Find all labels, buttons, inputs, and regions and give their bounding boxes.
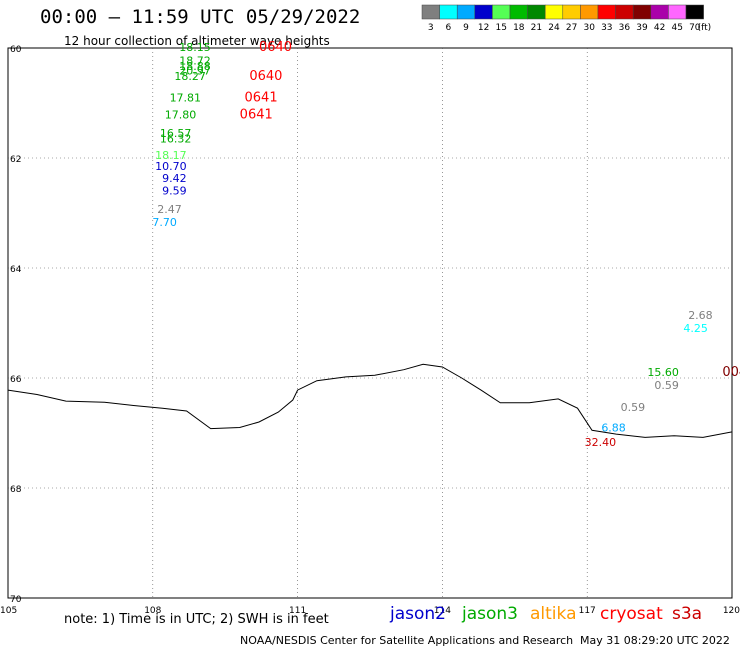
credit-text: NOAA/NESDIS Center for Satellite Applica… [240, 634, 574, 647]
wave-height-label: 16.57 [160, 127, 192, 140]
latitude-tick-label: 68 [10, 485, 22, 495]
pass-time-label: 0640 [249, 69, 282, 84]
map-frame [7, 47, 733, 599]
legend-swatch [615, 4, 634, 20]
mission-s3a: s3a [672, 604, 703, 624]
wave-height-label: 17.80 [165, 108, 197, 121]
mission-jason3: jason3 [462, 604, 518, 624]
longitude-tick-label: 120 [723, 606, 740, 616]
wave-height-label: 2.47 [157, 203, 182, 216]
legend-tick-label: 70 [689, 23, 701, 33]
wave-height-label: 18.17 [155, 149, 187, 162]
wave-height-label: 18.88 [179, 60, 211, 73]
wave-height-label: 10.70 [155, 160, 187, 173]
coastline [7, 363, 733, 438]
legend-tick-label: 21 [531, 23, 542, 33]
longitude-tick-label: 114 [434, 606, 451, 616]
legend-swatch [439, 4, 458, 20]
legend-tick-label: 3 [428, 23, 434, 33]
generated-timestamp: May 31 08:29:20 UTC 2022 [580, 634, 730, 647]
legend-swatch [632, 4, 652, 20]
legend-tick-label: 18 [513, 23, 525, 33]
wave-height-label: 9.59 [162, 184, 187, 197]
legend-swatch [685, 4, 704, 20]
wave-height-label: 18.27 [174, 70, 206, 83]
legend-swatch [580, 4, 599, 20]
wave-height-label: 32.40 [585, 436, 617, 449]
legend-swatch [562, 4, 581, 20]
legend-swatch [527, 4, 546, 20]
wave-height-label: 17.81 [170, 91, 202, 104]
mission-jason2: jason2 [390, 604, 446, 624]
legend-swatch [421, 4, 440, 20]
footer-note: note: 1) Time is in UTC; 2) SWH is in fe… [64, 612, 329, 627]
legend-swatch [474, 4, 493, 20]
wave-height-label: 7.70 [152, 216, 177, 229]
wave-height-label: 15.60 [647, 366, 679, 379]
pass-time-label: 0640 [259, 40, 292, 55]
legend-tick-label: 45 [671, 23, 682, 33]
wave-height-label: 18.15 [179, 41, 211, 54]
latitude-tick-label: 62 [10, 155, 21, 165]
legend-tick-label: 33 [601, 23, 612, 33]
page-subtitle: 12 hour collection of altimeter wave hei… [64, 34, 330, 48]
latitude-tick-label: 64 [10, 265, 22, 275]
legend-swatch [650, 4, 669, 20]
wave-height-label: 0.59 [621, 401, 646, 414]
legend-tick-label: 42 [654, 23, 665, 33]
wave-height-label: 0.59 [654, 379, 679, 392]
legend-tick-label: 24 [548, 23, 560, 33]
longitude-tick-label: 111 [289, 606, 306, 616]
legend-tick-label: 15 [495, 23, 506, 33]
legend-tick-label: 6 [446, 23, 452, 33]
legend-tick-label: 12 [478, 23, 489, 33]
legend-swatch [544, 4, 564, 20]
longitude-tick-label: 108 [144, 606, 161, 616]
longitude-tick-label: 105 [0, 606, 17, 616]
wave-height-label: 6.88 [601, 421, 626, 434]
legend-unit: (ft) [698, 23, 712, 33]
legend-tick-label: 9 [463, 23, 469, 33]
page-title: 00:00 – 11:59 UTC 05/29/2022 [40, 6, 361, 28]
legend-tick-label: 27 [566, 23, 577, 33]
pass-time-label: 0641 [240, 107, 273, 122]
legend-swatch [509, 4, 528, 20]
legend-tick-label: 30 [583, 23, 595, 33]
legend-swatch [668, 4, 687, 20]
legend-swatch [597, 4, 616, 20]
wave-height-label: 20.97 [179, 64, 211, 77]
wave-height-label: 18.72 [179, 55, 211, 68]
legend-tick-label: 36 [619, 23, 631, 33]
wave-height-label: 9.42 [162, 172, 187, 185]
latitude-tick-label: 66 [10, 375, 22, 385]
mission-altika: altika [530, 604, 577, 624]
legend-tick-label: 39 [636, 23, 648, 33]
wave-height-label: 16.32 [160, 133, 192, 146]
pass-time-label: 0641 [245, 90, 278, 105]
latitude-tick-label: 70 [10, 595, 22, 605]
pass-time-label: 0048 [722, 365, 740, 380]
mission-cryosat: cryosat [600, 604, 663, 624]
wave-height-label: 2.68 [688, 309, 713, 322]
latitude-tick-label: 60 [10, 45, 22, 55]
legend-swatch [456, 4, 476, 20]
wave-height-label: 4.25 [683, 322, 708, 335]
legend-swatch [492, 4, 511, 20]
longitude-tick-label: 117 [579, 606, 596, 616]
